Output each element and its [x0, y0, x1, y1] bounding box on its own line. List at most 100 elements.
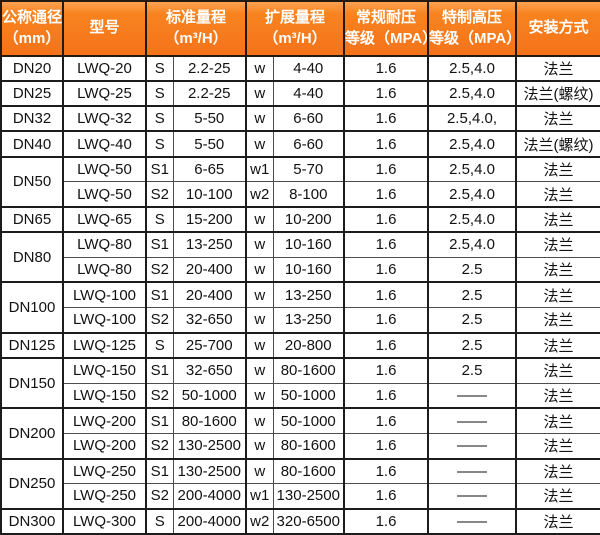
cell-installation: 法兰 — [515, 331, 600, 359]
table-row: DN20 LWQ-20 S 2.2-25 w 4-40 1.6 2.5,4.0 法兰 — [0, 54, 600, 82]
cell-extended-range-code: w — [245, 130, 274, 158]
header-model: 型号 — [62, 0, 147, 57]
cell-extended-range-value: 320-6500 — [272, 507, 345, 535]
table-row: DN100 LWQ-100 S1 20-400 w 13-250 1.6 2.5 法兰 — [0, 281, 600, 334]
cell-standard-range-value: 130-2500 — [172, 457, 247, 485]
cell-installation: 法兰 — [515, 507, 600, 535]
cell-standard-range-value: 200-4000 — [172, 507, 247, 535]
cell-installation: 法兰(螺纹) — [515, 130, 600, 158]
cell-high-pressure: —— — [427, 483, 517, 510]
cell-installation: 法兰 — [515, 54, 600, 82]
cell-standard-range-value: 50-1000 — [172, 382, 247, 409]
cell-nominal-diameter: DN200 — [0, 407, 64, 460]
cell-nominal-diameter: DN250 — [0, 457, 64, 510]
cell-extended-range-value: 8-100 — [272, 181, 345, 208]
cell-standard-range-value: 130-2500 — [172, 432, 247, 460]
cell-normal-pressure: 1.6 — [343, 331, 429, 359]
cell-extended-range-value: 4-40 — [272, 54, 345, 82]
cell-standard-range-code: S2 — [145, 181, 174, 208]
cell-normal-pressure: 1.6 — [343, 457, 429, 485]
cell-installation: 法兰 — [515, 457, 600, 485]
cell-extended-range-value: 20-800 — [272, 331, 345, 359]
header-line: 扩展量程 — [264, 9, 325, 27]
cell-installation: 法兰 — [515, 181, 600, 208]
cell-high-pressure: 2.5,4.0 — [427, 155, 517, 183]
header-line: （m³/H） — [263, 29, 327, 47]
cell-normal-pressure: 1.6 — [343, 155, 429, 183]
table-row: LWQ-250 S2 200-4000 w1 130-2500 1.6 —— 法兰 — [1, 483, 600, 510]
cell-model: LWQ-25 — [62, 80, 147, 107]
cell-normal-pressure: 1.6 — [343, 130, 429, 158]
cell-high-pressure: 2.5 — [427, 256, 517, 283]
cell-model: LWQ-300 — [62, 507, 147, 535]
cell-extended-range-code: w — [245, 256, 274, 283]
cell-extended-range-code: w — [245, 432, 274, 460]
cell-standard-range-value: 5-50 — [172, 130, 247, 158]
cell-standard-range-value: 25-700 — [172, 331, 247, 359]
cell-model: LWQ-50 — [62, 181, 147, 208]
cell-normal-pressure: 1.6 — [343, 231, 429, 258]
cell-model: LWQ-65 — [62, 205, 147, 233]
cell-model: LWQ-80 — [62, 231, 147, 258]
cell-high-pressure: 2.5,4.0 — [427, 205, 517, 233]
cell-standard-range-value: 20-400 — [172, 256, 247, 283]
cell-high-pressure: —— — [427, 507, 517, 535]
header-line: 公称通径 — [2, 9, 63, 27]
cell-extended-range-value: 50-1000 — [272, 407, 345, 434]
cell-installation: 法兰 — [515, 105, 600, 132]
cell-model: LWQ-200 — [62, 432, 147, 460]
cell-standard-range-code: S1 — [145, 457, 174, 485]
cell-extended-range-value: 50-1000 — [272, 382, 345, 409]
table-row: DN25 LWQ-25 S 2.2-25 w 4-40 1.6 2.5,4.0 法兰(螺纹) — [0, 80, 600, 107]
cell-standard-range-code: S1 — [145, 155, 174, 183]
table-row: DN300 LWQ-300 S 200-4000 w2 320-6500 1.6 —— 法兰 — [0, 507, 600, 535]
cell-extended-range-code: w2 — [245, 507, 274, 535]
cell-extended-range-code: w1 — [245, 155, 274, 183]
cell-standard-range-value: 32-650 — [172, 356, 247, 384]
table-row: DN125 LWQ-125 S 25-700 w 20-800 1.6 2.5 法兰 — [0, 331, 600, 359]
cell-extended-range-value: 10-200 — [272, 205, 345, 233]
cell-model: LWQ-32 — [62, 105, 147, 132]
cell-extended-range-value: 6-60 — [272, 130, 345, 158]
cell-normal-pressure: 1.6 — [343, 205, 429, 233]
cell-nominal-diameter: DN80 — [0, 231, 64, 283]
cell-high-pressure: 2.5 — [427, 307, 517, 334]
cell-standard-range-value: 10-100 — [172, 181, 247, 208]
cell-normal-pressure: 1.6 — [343, 105, 429, 132]
cell-normal-pressure: 1.6 — [343, 281, 429, 309]
cell-standard-range-code: S — [145, 331, 174, 359]
cell-model: LWQ-100 — [62, 281, 147, 309]
cell-extended-range-value: 130-2500 — [272, 483, 345, 510]
cell-installation: 法兰 — [515, 231, 600, 258]
cell-normal-pressure: 1.6 — [343, 483, 429, 510]
cell-high-pressure: —— — [427, 432, 517, 460]
cell-model: LWQ-250 — [62, 483, 147, 510]
cell-normal-pressure: 1.6 — [343, 181, 429, 208]
cell-nominal-diameter: DN40 — [0, 130, 64, 158]
table-row: DN32 LWQ-32 S 5-50 w 6-60 1.6 2.5,4.0, 法兰 — [0, 105, 600, 132]
header-extended-range: 扩展量程 （m³/H） — [245, 0, 345, 57]
cell-installation: 法兰 — [515, 483, 600, 510]
cell-standard-range-code: S — [145, 507, 174, 535]
cell-normal-pressure: 1.6 — [343, 356, 429, 384]
cell-extended-range-value: 10-160 — [272, 256, 345, 283]
cell-normal-pressure: 1.6 — [343, 432, 429, 460]
cell-standard-range-code: S2 — [145, 483, 174, 510]
header-line: 常规耐压 — [355, 9, 416, 27]
cell-standard-range-code: S2 — [145, 432, 174, 460]
cell-model: LWQ-150 — [62, 356, 147, 384]
header-line: 标准量程 — [165, 9, 226, 27]
cell-standard-range-code: S2 — [145, 307, 174, 334]
cell-high-pressure: 2.5,4.0 — [427, 80, 517, 107]
header-line: 特制高压 — [441, 9, 502, 27]
header-line: 型号 — [89, 19, 120, 37]
cell-high-pressure: 2.5,4.0 — [427, 130, 517, 158]
cell-installation: 法兰 — [515, 256, 600, 283]
cell-standard-range-value: 32-650 — [172, 307, 247, 334]
cell-standard-range-code: S2 — [145, 256, 174, 283]
cell-installation: 法兰(螺纹) — [515, 80, 600, 107]
cell-nominal-diameter: DN32 — [0, 105, 64, 132]
cell-model: LWQ-150 — [62, 382, 147, 409]
cell-installation: 法兰 — [515, 432, 600, 460]
